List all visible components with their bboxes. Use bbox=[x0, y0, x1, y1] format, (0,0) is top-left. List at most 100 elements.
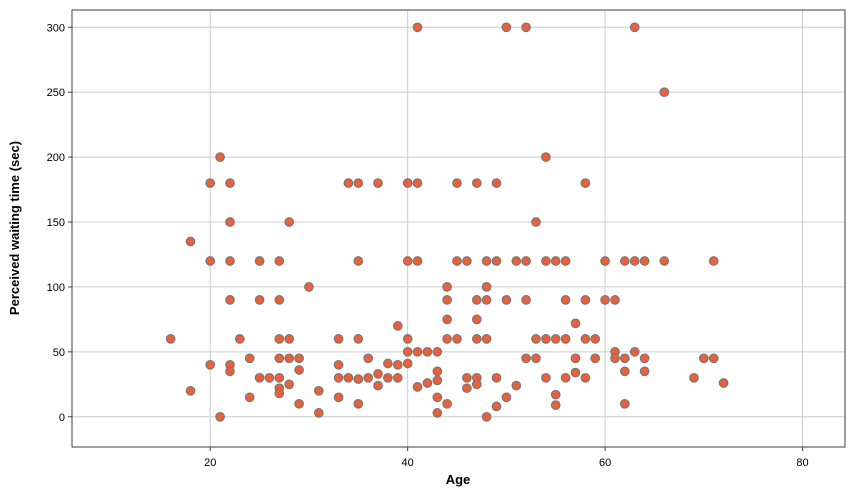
data-point bbox=[452, 256, 462, 266]
data-point bbox=[205, 359, 216, 370]
data-point bbox=[570, 367, 581, 378]
data-point bbox=[560, 372, 571, 383]
data-point bbox=[698, 353, 709, 364]
data-point bbox=[225, 295, 235, 305]
data-point bbox=[708, 353, 719, 364]
data-point bbox=[353, 334, 364, 344]
data-point bbox=[333, 392, 344, 403]
data-point bbox=[580, 178, 591, 188]
data-point bbox=[531, 334, 541, 344]
data-point bbox=[313, 385, 324, 396]
data-point bbox=[659, 87, 670, 98]
data-point bbox=[225, 366, 235, 377]
data-point bbox=[294, 353, 304, 364]
data-point bbox=[392, 372, 403, 383]
data-point bbox=[383, 358, 393, 369]
data-point bbox=[600, 295, 610, 305]
data-point bbox=[501, 22, 512, 33]
y-axis-title: Perceived waiting time (sec) bbox=[7, 141, 22, 315]
data-point bbox=[383, 372, 393, 383]
data-point bbox=[363, 353, 374, 364]
data-point bbox=[491, 178, 502, 188]
data-point bbox=[580, 372, 591, 383]
data-point bbox=[550, 389, 561, 400]
tick-labels: 0 50 100 150 200 250 300 20 40 60 80 bbox=[47, 22, 809, 469]
data-point bbox=[600, 256, 610, 266]
data-point bbox=[244, 353, 255, 364]
data-point bbox=[481, 295, 492, 305]
data-point bbox=[452, 334, 462, 344]
data-point bbox=[343, 178, 354, 188]
data-point bbox=[432, 366, 443, 377]
data-point bbox=[452, 178, 462, 188]
data-point bbox=[580, 295, 591, 305]
data-point bbox=[659, 256, 670, 266]
data-point bbox=[708, 256, 719, 266]
data-point bbox=[373, 178, 383, 188]
data-point bbox=[254, 295, 265, 305]
data-point bbox=[412, 346, 423, 357]
y-tick-label: 150 bbox=[47, 217, 65, 229]
data-point bbox=[590, 334, 601, 344]
data-point bbox=[491, 256, 502, 266]
data-point bbox=[412, 22, 423, 33]
data-point bbox=[432, 346, 443, 357]
data-point bbox=[402, 346, 413, 357]
data-point bbox=[343, 372, 354, 383]
data-point bbox=[619, 366, 630, 377]
data-point bbox=[402, 334, 413, 344]
data-point bbox=[313, 408, 324, 418]
data-point bbox=[284, 334, 295, 344]
data-point bbox=[165, 334, 176, 344]
data-point bbox=[610, 353, 620, 364]
data-point bbox=[353, 178, 364, 188]
data-point bbox=[462, 383, 472, 394]
x-tick-label: 80 bbox=[796, 457, 808, 469]
data-point bbox=[521, 353, 531, 364]
data-point bbox=[234, 334, 245, 344]
data-point bbox=[363, 372, 374, 383]
x-tick-label: 40 bbox=[402, 457, 414, 469]
data-point bbox=[619, 256, 630, 266]
data-point bbox=[462, 256, 472, 266]
data-point bbox=[521, 22, 531, 33]
data-point bbox=[264, 372, 275, 383]
data-point bbox=[353, 398, 364, 409]
x-tick-label: 20 bbox=[204, 457, 216, 469]
data-point bbox=[689, 372, 699, 383]
data-point bbox=[392, 321, 403, 331]
x-axis-title: Age bbox=[446, 472, 471, 487]
data-point bbox=[570, 353, 581, 364]
data-point bbox=[412, 256, 423, 266]
data-point bbox=[491, 372, 502, 383]
data-point bbox=[521, 256, 531, 266]
data-point bbox=[225, 256, 235, 266]
data-point bbox=[274, 334, 285, 344]
y-tick-label: 250 bbox=[47, 87, 65, 99]
data-point bbox=[560, 295, 571, 305]
data-point bbox=[541, 372, 551, 383]
data-point bbox=[353, 256, 364, 266]
data-point bbox=[580, 334, 591, 344]
data-point bbox=[471, 295, 482, 305]
data-point bbox=[254, 372, 265, 383]
data-point bbox=[294, 365, 304, 375]
data-point bbox=[629, 346, 640, 357]
data-point bbox=[570, 318, 581, 329]
data-point bbox=[481, 334, 492, 344]
data-point bbox=[511, 380, 522, 391]
data-point bbox=[373, 369, 383, 379]
data-point bbox=[244, 392, 255, 403]
data-point bbox=[333, 359, 344, 370]
data-point bbox=[471, 178, 482, 188]
data-point bbox=[412, 178, 423, 188]
data-point bbox=[541, 256, 551, 266]
data-point bbox=[422, 346, 433, 357]
data-point bbox=[215, 152, 225, 162]
data-point bbox=[442, 334, 452, 344]
data-point bbox=[560, 256, 571, 266]
data-point bbox=[412, 382, 423, 392]
plot-frame bbox=[71, 9, 846, 448]
